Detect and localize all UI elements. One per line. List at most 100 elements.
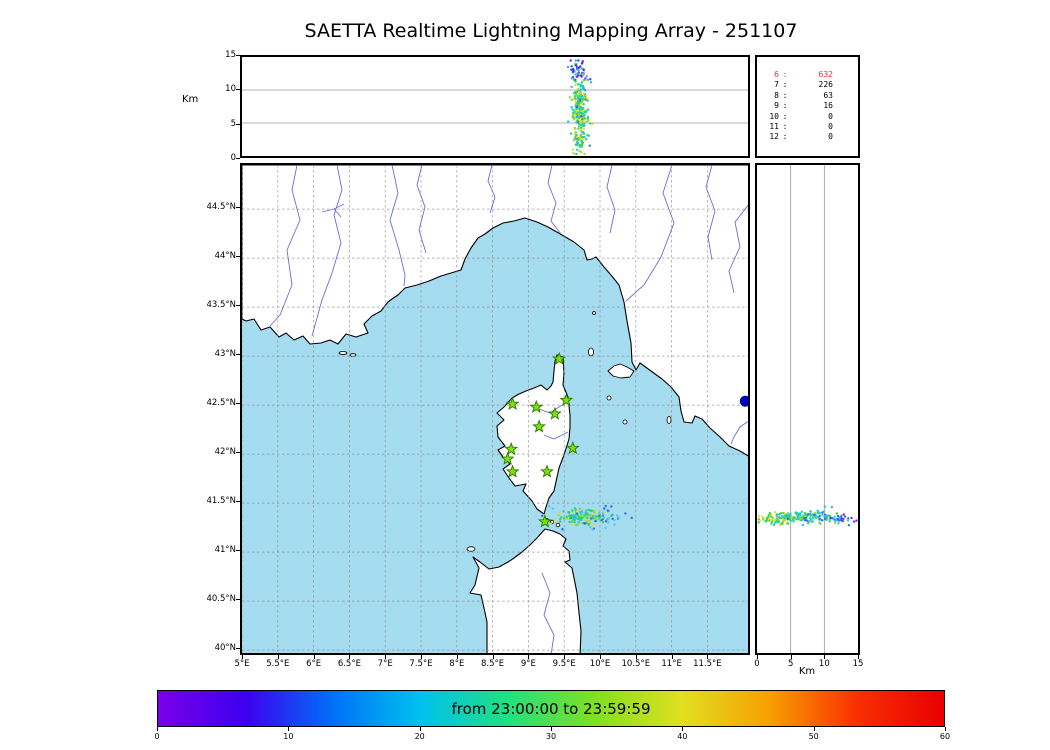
lon-tick [492, 655, 494, 659]
lon-tick-label: 11.5°E [693, 659, 722, 669]
lat-tick [236, 305, 240, 307]
colorbar-tick [288, 727, 290, 731]
altitude-tick-label: 15 [852, 659, 864, 669]
colorbar-tick-label: 30 [545, 732, 557, 741]
lat-tick [236, 599, 240, 601]
source-count-label: 11 [769, 122, 779, 132]
altitude-tick [858, 655, 859, 659]
station-star-icon [504, 441, 519, 456]
mainland-coast [242, 165, 748, 457]
lon-tick-label: 7°E [377, 659, 393, 669]
station-star-icon [505, 464, 520, 478]
altitude-latitude-plot [757, 165, 858, 653]
lat-tick-label: 41.5°N [206, 496, 236, 507]
lon-tick [671, 655, 673, 659]
lon-tick [277, 655, 279, 659]
source-count-row: 9: 16 [757, 101, 858, 111]
source-count-row: 11: 0 [757, 122, 858, 132]
lat-tick [236, 403, 240, 405]
lightning-latitude-profile-points [757, 505, 858, 527]
altitude-tick [236, 123, 240, 125]
map-gridlines [242, 165, 748, 653]
source-count-label: : [782, 111, 788, 121]
lat-tick-label: 42°N [214, 447, 236, 458]
lon-tick-label: 9.5°E [552, 659, 576, 669]
lon-tick [349, 655, 351, 659]
source-count-list: 6: 632 7: 226 8: 63 9: 16 10: 0 11: 0 12: 0 [757, 57, 858, 143]
lon-tick-label: 8.5°E [481, 659, 505, 669]
altitude-tick-label: 10 [225, 84, 236, 95]
lon-tick [528, 655, 530, 659]
altitude-longitude-panel [240, 55, 750, 158]
right-gridlines [790, 165, 825, 653]
lon-tick-label: 6°E [306, 659, 322, 669]
lat-tick [236, 207, 240, 209]
altitude-axis-label: Km [182, 94, 199, 105]
colorbar-tick-label: 60 [939, 732, 951, 741]
station-star-icon [537, 514, 552, 528]
lat-tick-label: 44°N [214, 251, 236, 262]
source-count-label: 6 [774, 70, 779, 79]
blue-dot-marker [739, 395, 748, 407]
source-count-value: 226 [818, 80, 833, 90]
lightning-altitude-profile-points [566, 59, 594, 156]
altitude-tick-label: 10 [818, 659, 830, 669]
colorbar-tick-label: 40 [677, 732, 688, 741]
lat-tick [236, 550, 240, 552]
lat-tick [236, 452, 240, 454]
lon-tick-label: 7.5°E [409, 659, 433, 669]
source-count-value: 0 [828, 111, 833, 121]
source-count-label: : [782, 101, 788, 111]
lon-tick [456, 655, 458, 659]
top-gridlines [242, 89, 748, 124]
station-star-icon [505, 396, 520, 410]
lon-tick [635, 655, 637, 659]
colorbar-tick-label: 20 [414, 732, 425, 741]
station-stars [500, 351, 580, 528]
altitude-tick [236, 55, 240, 56]
altitude-longitude-plot [242, 59, 748, 156]
altitude-tick [790, 655, 792, 659]
map-markers [739, 395, 748, 407]
altitude-tick-label: 15 [225, 50, 236, 60]
colorbar-tick-label: 50 [808, 732, 819, 741]
source-count-label: : [782, 122, 788, 132]
colorbar-tick [682, 727, 684, 731]
colorbar-tick [551, 727, 552, 731]
altitude-tick [757, 655, 758, 659]
source-count-value: 0 [828, 132, 833, 142]
lat-tick-label: 43°N [214, 349, 236, 360]
colorbar-label: from 23:00:00 to 23:59:59 [451, 699, 651, 718]
source-count-row: 7: 226 [757, 80, 858, 90]
map-panel [240, 163, 750, 655]
source-count-label: 10 [769, 111, 779, 121]
source-count-value: 0 [828, 122, 833, 132]
lat-tick-label: 42.5°N [206, 398, 236, 409]
lon-tick-label: 8°E [449, 659, 465, 669]
lon-tick [385, 655, 387, 659]
altitude-axis-label-bottom: Km [798, 666, 816, 677]
altitude-tick-label: 0 [230, 153, 236, 163]
source-count-label: 9 [774, 101, 779, 111]
source-count-label: 12 [769, 132, 779, 142]
station-star-icon [565, 440, 580, 455]
source-count-label: : [782, 132, 788, 142]
station-star-icon [559, 392, 574, 407]
source-count-label: 8 [774, 90, 779, 100]
lon-tick-label: 6.5°E [337, 659, 361, 669]
altitude-tick [236, 89, 240, 91]
source-count-value: 16 [823, 101, 833, 111]
map-plot [242, 165, 748, 653]
altitude-latitude-panel [755, 163, 860, 655]
lon-tick-label: 9°E [520, 659, 536, 669]
source-count-row: 8: 63 [757, 91, 858, 101]
page-title: SAETTA Realtime Lightning Mapping Array … [304, 20, 798, 42]
lon-tick [707, 655, 709, 659]
source-count-row: 10: 0 [757, 112, 858, 122]
colorbar-tick [945, 727, 946, 731]
source-count-label: : [782, 80, 788, 90]
station-star-icon [532, 419, 547, 433]
lat-tick [236, 501, 240, 503]
lat-tick [236, 354, 240, 356]
lon-tick [242, 655, 243, 659]
